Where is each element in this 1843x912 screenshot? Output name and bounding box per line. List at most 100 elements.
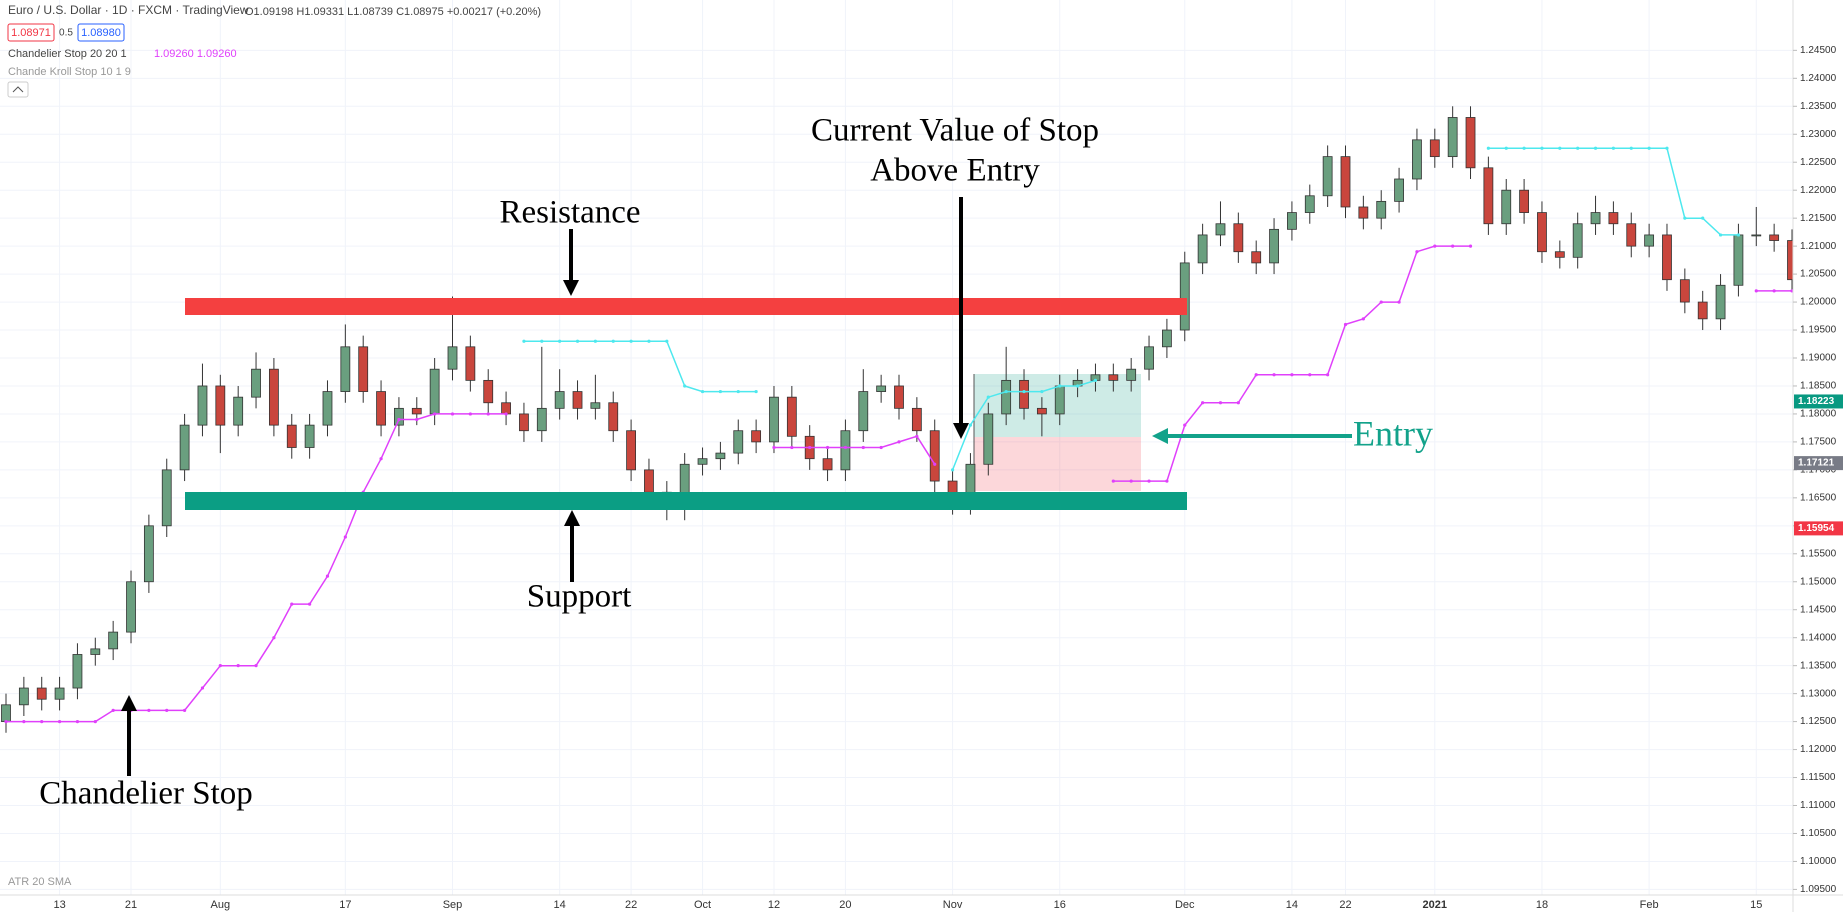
x-tick-label: 14 [554, 899, 566, 911]
stop-dot [575, 339, 580, 343]
stop-dot [4, 719, 8, 724]
candle-body [1429, 139, 1440, 158]
stop-dot [1540, 146, 1544, 150]
annotation: Entry [1353, 413, 1433, 453]
stop-dot [200, 686, 205, 690]
candle-body [894, 385, 904, 409]
stop-dot [468, 412, 472, 416]
candle-body [536, 407, 547, 432]
candle-body [1269, 228, 1279, 264]
candle-body [304, 424, 315, 448]
collapse-button[interactable] [7, 81, 29, 98]
candle-body [1287, 212, 1297, 230]
y-tick-label: 1.20000 [1800, 297, 1837, 308]
y-tick-label: 1.23500 [1800, 101, 1837, 112]
y-tick-label: 1.13000 [1800, 688, 1837, 699]
ask-box[interactable] [77, 23, 125, 42]
price-label: 1.17121 [1798, 458, 1835, 469]
x-tick-label: 14 [1286, 899, 1298, 911]
stop-dot [308, 602, 312, 606]
y-tick-label: 1.22500 [1800, 157, 1837, 168]
stop-dot [522, 339, 526, 343]
candle-body [286, 424, 297, 448]
stop-dot [558, 339, 562, 343]
candle-body [1251, 251, 1262, 264]
stop-dot [1254, 373, 1258, 377]
candle-body [179, 424, 190, 471]
x-tick-label: 17 [339, 899, 351, 911]
stop-dot [1629, 146, 1633, 150]
stop-dot [1736, 233, 1741, 237]
stop-dot [665, 339, 669, 343]
candle-body [340, 346, 351, 392]
stop-dot [236, 664, 240, 668]
candle-body [1394, 178, 1404, 202]
price-label-box [1794, 394, 1843, 409]
bid: 1.08971 [11, 27, 51, 39]
annotation: Above Entry [870, 153, 1040, 189]
candle-body [251, 368, 261, 398]
stop-dot [1201, 401, 1205, 405]
x-tick-label: 2021 [1423, 899, 1447, 911]
candle-body [1769, 234, 1780, 241]
stop-dot [772, 445, 776, 450]
bid-box[interactable] [7, 23, 55, 42]
stop-dot [790, 445, 794, 450]
price-axis [1793, 0, 1843, 912]
candle-body [840, 430, 851, 471]
price-label-box [1794, 456, 1843, 471]
candle-body [644, 469, 654, 493]
y-tick-label: 1.18000 [1800, 409, 1837, 420]
candle-body [447, 346, 458, 370]
stop-dot [700, 389, 705, 394]
candle-body [126, 581, 136, 633]
candle-body [608, 402, 619, 432]
stop-dot [825, 445, 830, 450]
stop-dot [379, 457, 383, 461]
annotation: Resistance [499, 195, 640, 231]
stop-dot [1558, 146, 1562, 150]
ohlc: O1.09198 H1.09331 L1.08739 C1.08975 +0.0… [245, 6, 541, 18]
stop-dot [1004, 389, 1008, 394]
y-tick-label: 1.23000 [1800, 129, 1837, 140]
stop-dot [1486, 146, 1490, 150]
x-tick-label: 16 [1054, 899, 1066, 911]
stop-dot [1772, 289, 1776, 293]
stop-dot [272, 636, 276, 640]
stop-dot [1183, 423, 1187, 427]
stop-dot [1326, 373, 1330, 377]
symbol: Euro / U.S. Dollar · 1D · FXCM · Trading… [8, 3, 249, 17]
stop-dot [1361, 317, 1365, 321]
resistance-band [185, 298, 1187, 315]
annotation: Chandelier Stop [39, 776, 253, 812]
axis: 1.24500 1.24000 1.23500 1.23000 1.22500 1.220… [53, 45, 1843, 911]
stop-dot [1236, 401, 1240, 405]
y-tick-label: 1.24500 [1800, 45, 1837, 56]
stop-dot [165, 708, 169, 713]
candle-body [1465, 117, 1476, 169]
y-tick-label: 1.19500 [1800, 325, 1837, 336]
y-tick-label: 1.14000 [1800, 632, 1837, 643]
stop-dot [325, 574, 330, 578]
indicator: Chandelier Stop 20 20 1 [8, 48, 127, 60]
indicator-values: 1.09260 1.09260 [154, 48, 237, 60]
stop-dot [57, 719, 62, 724]
y-tick-label: 1.12000 [1800, 744, 1837, 755]
stop-dot [1290, 373, 1294, 377]
support-band [185, 492, 1187, 510]
stop-dot [1218, 401, 1223, 405]
stop-dot [22, 719, 26, 724]
spread: 0.5 [59, 28, 73, 39]
stop-dot [986, 395, 990, 399]
y-tick-label: 1.15500 [1800, 548, 1837, 559]
stop-dot [111, 708, 115, 713]
candle-body [1197, 234, 1208, 264]
candle-body [626, 430, 636, 471]
candle-body [858, 391, 869, 432]
stop-dot [486, 412, 490, 416]
loss-zone [974, 437, 1141, 491]
candle-body [1554, 251, 1565, 258]
collapse-icon [12, 86, 24, 93]
candle-body [161, 469, 172, 527]
y-tick-label: 1.15000 [1800, 576, 1837, 587]
